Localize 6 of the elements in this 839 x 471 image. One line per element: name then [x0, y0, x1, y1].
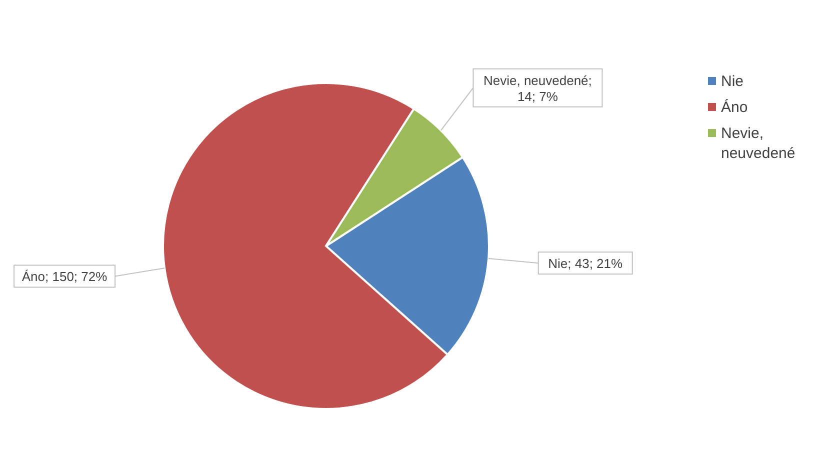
legend-label: Nevie, neuvedené — [721, 125, 796, 162]
legend-label: Áno — [721, 98, 748, 116]
data-label: Nevie, neuvedené; 14; 7% — [483, 72, 592, 104]
legend-label: Nie — [721, 73, 744, 90]
data-label: Nie; 43; 21% — [548, 256, 623, 272]
data-label: Áno; 150; 72% — [22, 269, 108, 284]
